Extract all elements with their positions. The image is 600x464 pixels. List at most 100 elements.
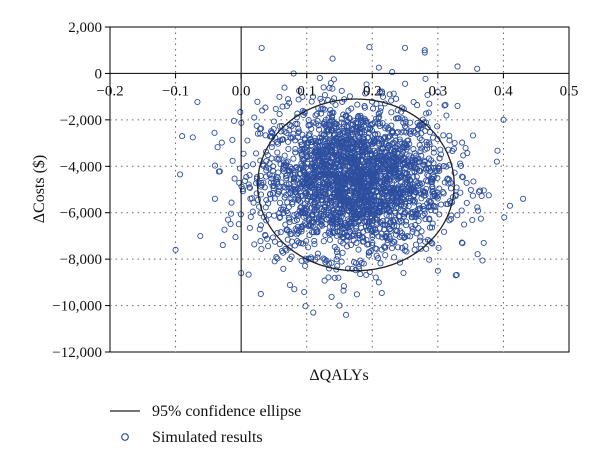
- data-point: [362, 171, 369, 178]
- data-point: [274, 149, 281, 156]
- data-point: [463, 179, 470, 186]
- data-point: [328, 126, 336, 133]
- data-point: [280, 209, 287, 217]
- data-point: [338, 189, 345, 196]
- data-point: [463, 199, 470, 206]
- data-point: [388, 245, 396, 252]
- data-point: [298, 228, 305, 235]
- data-point: [429, 134, 437, 141]
- data-point: [340, 203, 347, 210]
- data-point: [348, 135, 355, 142]
- data-point: [451, 169, 458, 176]
- data-point: [375, 205, 382, 212]
- data-point: [374, 216, 381, 223]
- data-point: [437, 151, 445, 158]
- data-point: [268, 143, 275, 151]
- data-point: [349, 198, 356, 205]
- data-point: [177, 171, 184, 178]
- data-point: [378, 90, 386, 97]
- data-point: [357, 119, 364, 126]
- data-point: [371, 197, 378, 204]
- data-point: [412, 241, 420, 248]
- data-point: [379, 156, 386, 163]
- data-point: [363, 165, 370, 173]
- data-point: [318, 106, 325, 113]
- data-point: [357, 184, 364, 191]
- data-point: [299, 209, 306, 216]
- data-point: [434, 164, 441, 171]
- data-point: [441, 102, 448, 109]
- data-point: [376, 120, 383, 127]
- data-point: [321, 106, 328, 113]
- data-point: [172, 246, 179, 253]
- data-point: [479, 257, 486, 264]
- data-point: [361, 129, 368, 136]
- data-point: [459, 139, 466, 146]
- data-point: [422, 216, 429, 223]
- data-point: [308, 152, 315, 159]
- data-point: [376, 225, 383, 232]
- data-point: [430, 145, 437, 152]
- data-point: [249, 208, 256, 215]
- data-point: [444, 201, 451, 208]
- data-point: [360, 238, 367, 245]
- data-point: [369, 239, 376, 246]
- data-point: [346, 127, 353, 134]
- data-point: [231, 175, 238, 182]
- data-point: [470, 178, 477, 185]
- data-point: [354, 143, 361, 150]
- data-point: [262, 104, 269, 111]
- data-point: [248, 195, 255, 202]
- data-point: [382, 252, 389, 259]
- data-point: [311, 166, 318, 174]
- data-point: [306, 189, 313, 196]
- data-point: [388, 97, 395, 104]
- data-point: [325, 274, 332, 281]
- data-point: [396, 138, 404, 145]
- data-point: [388, 109, 395, 116]
- data-point: [350, 232, 357, 239]
- data-point: [418, 190, 425, 198]
- data-point: [326, 236, 333, 243]
- data-point: [357, 195, 364, 202]
- data-point: [269, 190, 276, 197]
- data-point: [282, 173, 289, 180]
- data-point: [211, 129, 218, 136]
- data-point: [351, 188, 358, 195]
- data-point: [257, 222, 264, 229]
- data-point: [292, 120, 299, 127]
- data-point: [286, 281, 293, 289]
- y-tick-label: −2,000: [60, 113, 102, 129]
- data-point: [387, 200, 395, 207]
- data-point: [418, 130, 425, 137]
- data-point: [317, 110, 325, 117]
- data-point: [274, 138, 281, 145]
- data-point: [390, 217, 397, 224]
- data-point: [298, 179, 305, 186]
- y-tick-label: −12,000: [52, 345, 102, 361]
- data-point: [305, 181, 312, 188]
- data-point: [322, 187, 329, 194]
- data-point: [360, 197, 367, 204]
- data-point: [326, 85, 333, 92]
- data-point: [237, 109, 244, 116]
- data-point: [331, 138, 339, 145]
- data-point: [410, 174, 417, 181]
- data-point: [397, 207, 404, 214]
- data-point: [446, 132, 453, 139]
- data-point: [435, 165, 442, 172]
- data-point: [355, 263, 362, 270]
- data-point: [469, 192, 476, 199]
- data-point: [349, 265, 356, 272]
- data-point: [352, 167, 359, 174]
- data-point: [287, 163, 294, 170]
- data-point: [232, 234, 239, 241]
- data-point: [294, 223, 302, 230]
- data-point: [280, 166, 287, 173]
- data-point: [418, 152, 425, 159]
- data-point: [403, 157, 410, 164]
- data-point: [268, 155, 275, 162]
- data-point: [330, 109, 337, 116]
- data-point: [312, 163, 319, 170]
- data-point: [257, 290, 264, 298]
